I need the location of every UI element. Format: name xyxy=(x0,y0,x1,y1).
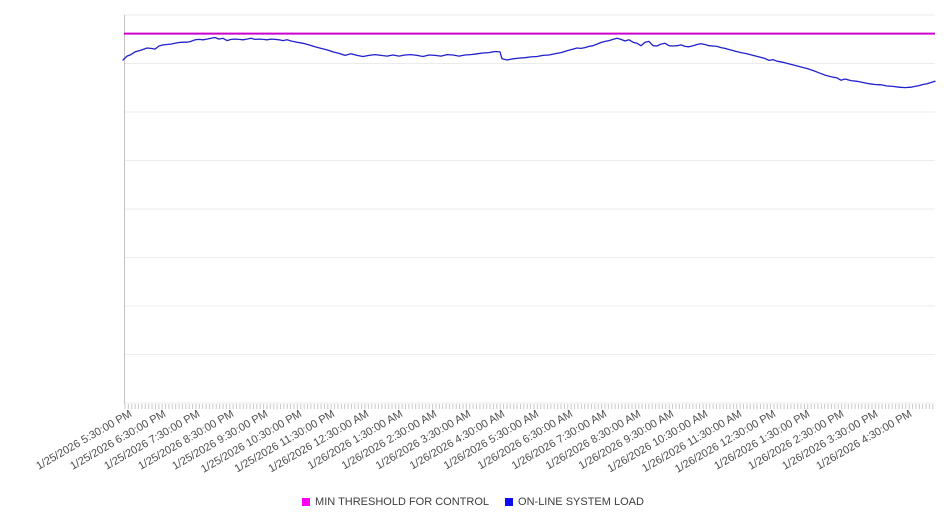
x-axis-ticks xyxy=(124,404,934,409)
legend-item-min-threshold[interactable]: MIN THRESHOLD FOR CONTROL xyxy=(302,496,489,508)
grid-lines xyxy=(124,14,935,404)
legend-label-min-threshold: MIN THRESHOLD FOR CONTROL xyxy=(315,496,490,508)
plot-area xyxy=(122,14,936,409)
legend: MIN THRESHOLD FOR CONTROL ON-LINE SYSTEM… xyxy=(0,496,946,508)
legend-label-system-load: ON-LINE SYSTEM LOAD xyxy=(518,496,644,508)
legend-swatch-min-threshold xyxy=(302,498,311,506)
legend-swatch-system-load xyxy=(505,498,514,506)
load-line xyxy=(122,36,936,89)
legend-item-system-load[interactable]: ON-LINE SYSTEM LOAD xyxy=(505,496,644,508)
